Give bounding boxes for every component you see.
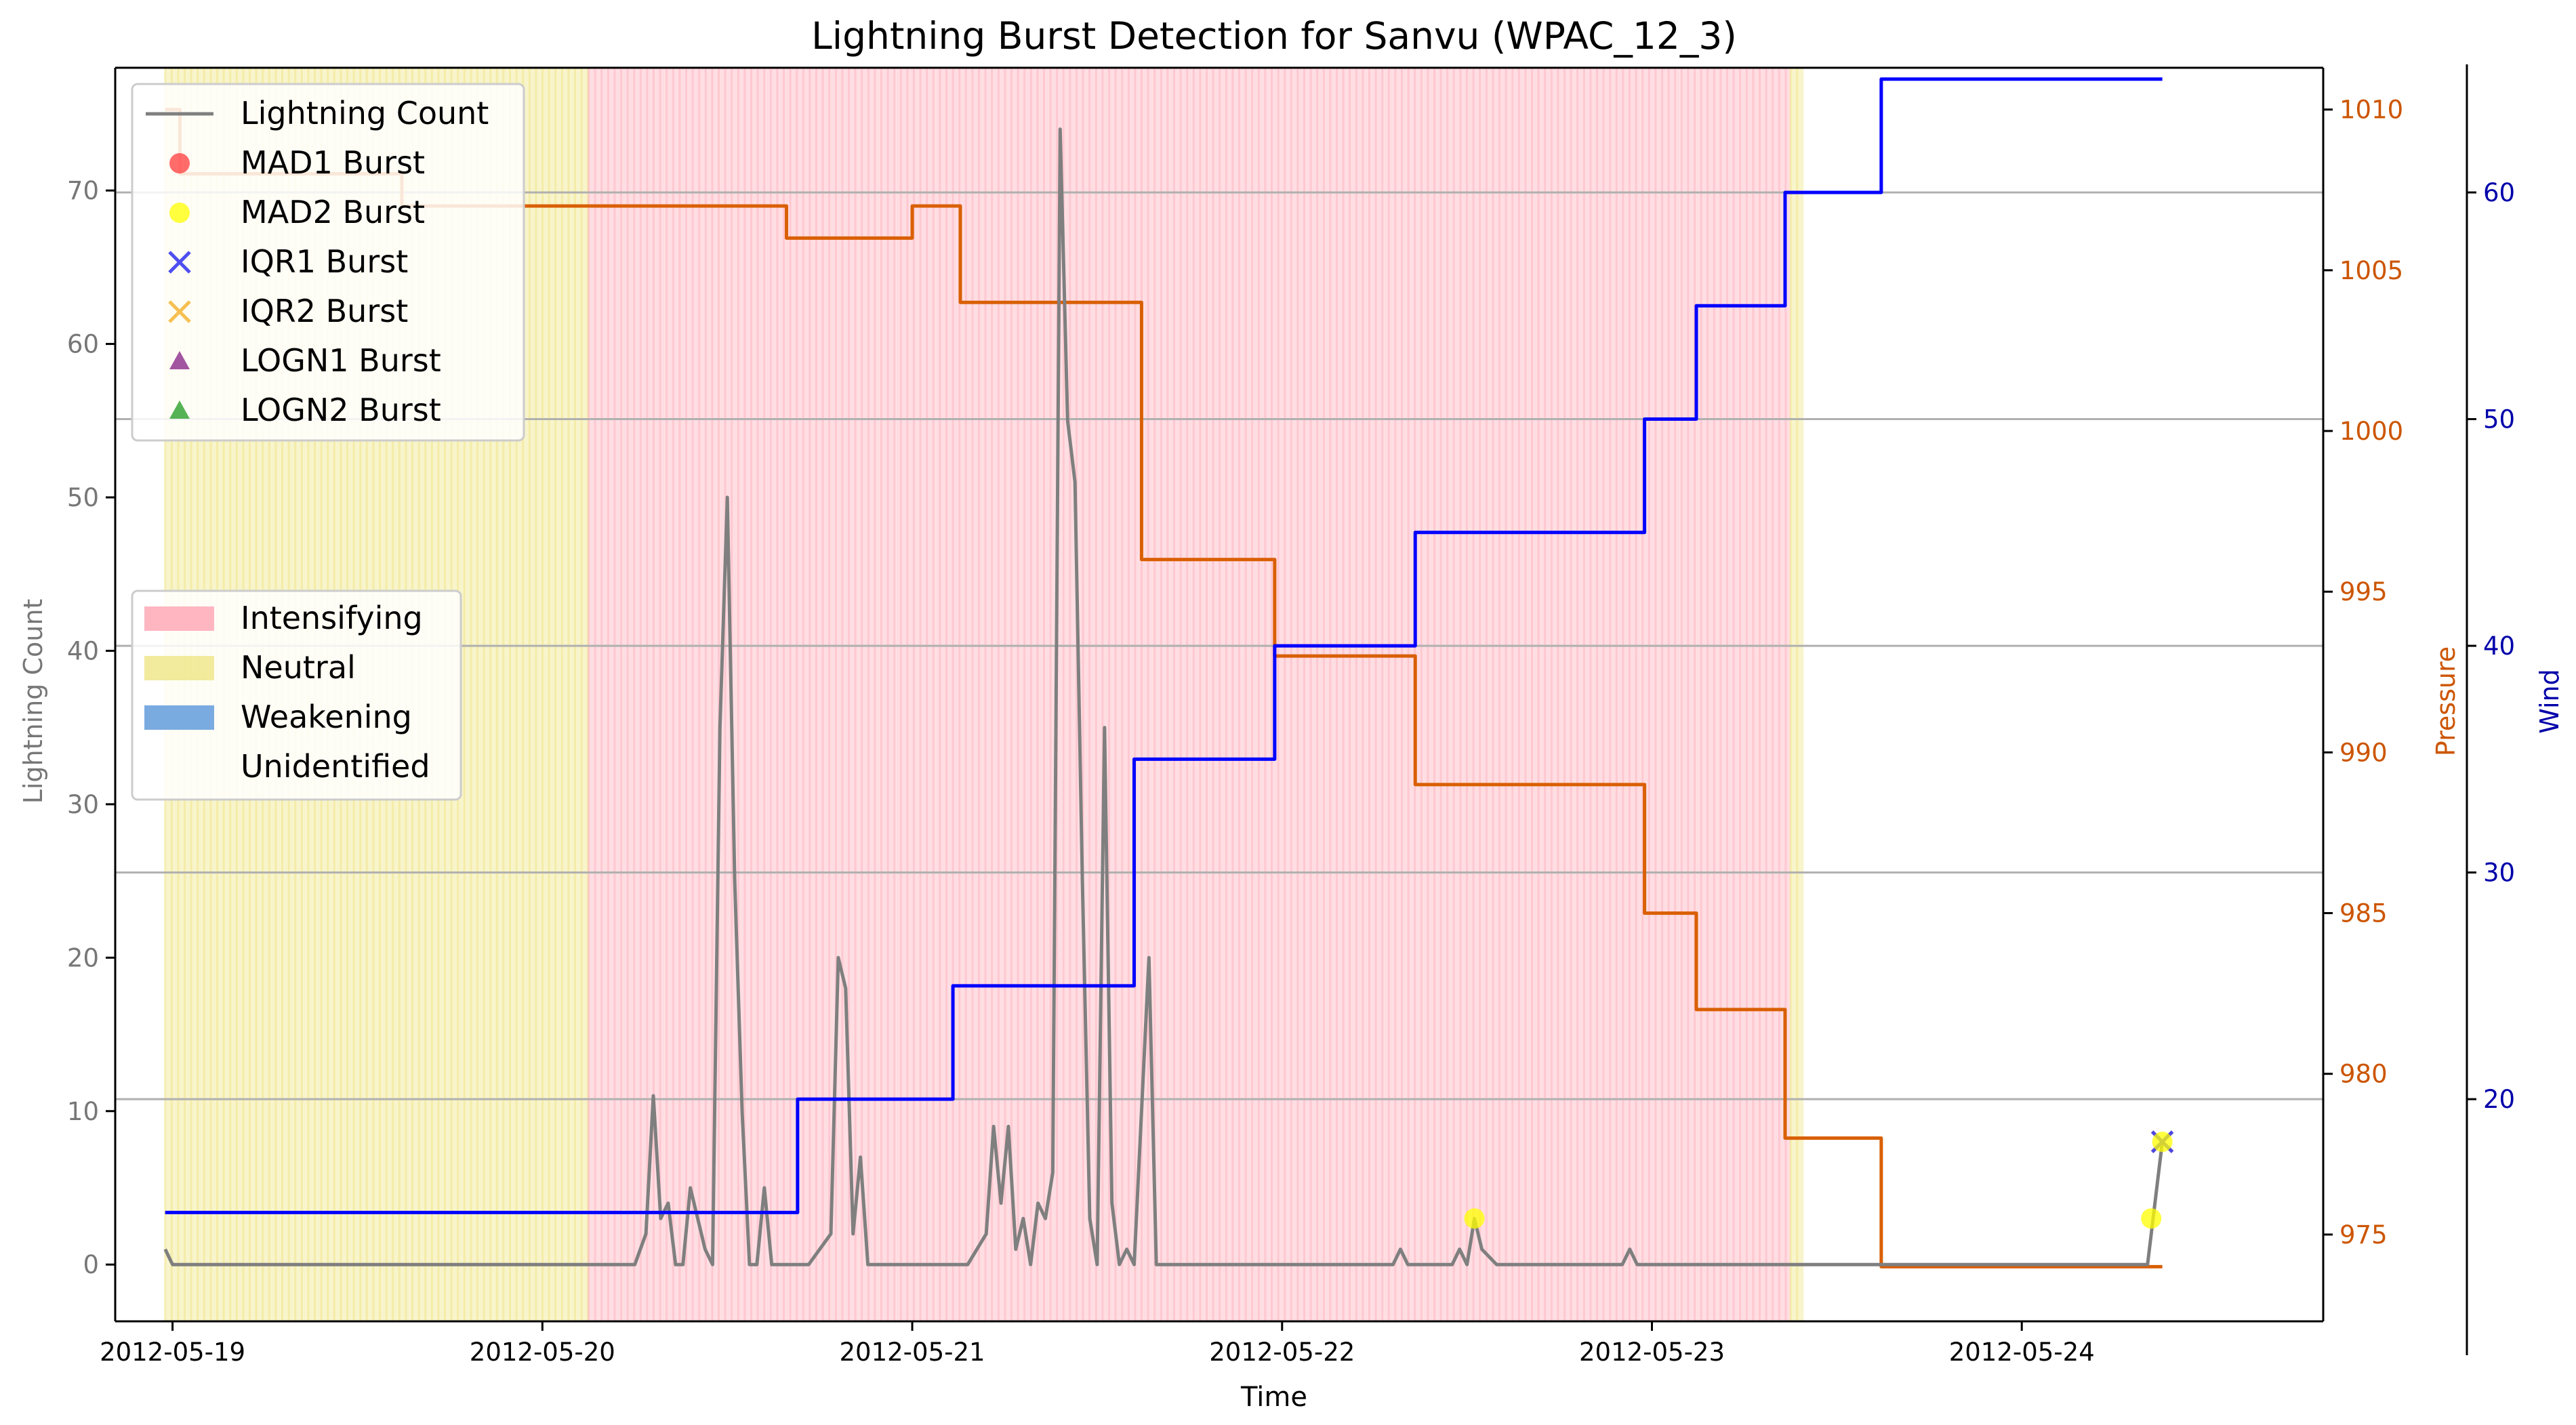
y-wind-tick-label: 30 — [2483, 859, 2515, 888]
legend-mad1-swatch — [169, 153, 190, 173]
y-wind-tick-label: 20 — [2483, 1085, 2515, 1114]
y-left-tick-label: 70 — [67, 176, 99, 205]
y-axis-label-pressure: Pressure — [2431, 646, 2461, 756]
x-tick-label: 2012-05-21 — [840, 1338, 985, 1367]
y-left-tick-label: 30 — [67, 790, 99, 819]
y-left-tick-label: 50 — [67, 483, 99, 512]
legend-item-weakening: Weakening — [144, 699, 412, 735]
legend-label: LOGN2 Burst — [241, 392, 441, 428]
legend-item-neutral: Neutral — [144, 649, 356, 686]
legend-label: LOGN1 Burst — [241, 342, 441, 379]
legend-markers-box — [131, 83, 525, 442]
labels: Lightning Burst Detection for Sanvu (WPA… — [18, 14, 2564, 1413]
legend-markers: Lightning Count MAD1 Burst MAD2 Burst IQR1 … — [131, 83, 525, 442]
legends: Lightning Count MAD1 Burst MAD2 Burst IQR1 … — [131, 83, 525, 801]
y-pressure-tick-label: 975 — [2339, 1220, 2388, 1250]
x-tick-label: 2012-05-20 — [470, 1338, 615, 1367]
y-left-tick-label: 20 — [67, 943, 99, 972]
legend-logn2-swatch — [169, 400, 190, 419]
y-left-tick-label: 40 — [67, 636, 99, 665]
legend-label: IQR1 Burst — [241, 243, 408, 280]
legend-item-iqr1: IQR1 Burst — [168, 243, 408, 280]
mad2-burst-marker — [2141, 1208, 2162, 1229]
wind-line — [165, 77, 2163, 1214]
legend-item-intensifying: Intensifying — [144, 600, 423, 636]
legend-phase-swatch — [144, 705, 214, 730]
lightning-count-line — [163, 127, 2165, 1266]
legend-item-iqr2: IQR2 Burst — [168, 293, 408, 329]
legend-iqr1-swatch — [168, 251, 191, 274]
y-wind-tick-label: 60 — [2483, 178, 2515, 207]
legend-label: Unidentified — [241, 748, 430, 785]
y-left-tick-label: 0 — [83, 1250, 99, 1279]
y-wind-tick-label: 40 — [2483, 632, 2515, 661]
chart-title: Lightning Burst Detection for Sanvu (WPA… — [811, 14, 1737, 58]
legend-phase-swatch — [144, 656, 214, 680]
x-tick-label: 2012-05-22 — [1209, 1338, 1355, 1367]
legend-item-unidentified: Unidentified — [241, 748, 430, 785]
legend-item-logn2: LOGN2 Burst — [169, 392, 441, 428]
y-axis-label-wind: Wind — [2535, 669, 2564, 734]
burst-markers — [1464, 1130, 2174, 1229]
legend-item-mad1: MAD1 Burst — [169, 144, 425, 181]
legend-item-mad2: MAD2 Burst — [169, 194, 425, 230]
y-wind-tick-label: 50 — [2483, 405, 2515, 434]
legend-item-logn1: LOGN1 Burst — [169, 342, 441, 379]
axes: 2012-05-19 2012-05-20 2012-05-21 2012-05-22… — [67, 64, 2515, 1367]
y-pressure-tick-label: 1000 — [2339, 417, 2403, 446]
y-pressure-tick-label: 995 — [2339, 577, 2388, 606]
legend-label: IQR2 Burst — [241, 293, 408, 329]
legend-label: Lightning Count — [241, 95, 489, 131]
legend-item-lightning: Lightning Count — [146, 95, 489, 131]
legend-logn1-swatch — [169, 351, 190, 369]
y-pressure-tick-label: 1005 — [2339, 256, 2403, 285]
legend-mad2-swatch — [169, 203, 190, 223]
mad2-burst-marker — [1464, 1208, 1485, 1229]
x-axis-label: Time — [1240, 1382, 1307, 1413]
x-tick-label: 2012-05-23 — [1579, 1338, 1725, 1367]
phase-band-hatch — [1789, 68, 1799, 1321]
legend-phase-swatch — [144, 606, 214, 631]
y-left-tick-label: 10 — [67, 1097, 99, 1126]
legend-label: MAD2 Burst — [241, 194, 425, 230]
legend-phases-box — [131, 590, 462, 801]
legend-label: Weakening — [241, 699, 412, 735]
phase-band-hatch — [588, 68, 1787, 1321]
x-tick-label: 2012-05-19 — [100, 1338, 245, 1367]
y-left-tick-label: 60 — [67, 330, 99, 359]
legend-label: Intensifying — [241, 600, 423, 636]
legend-label: Neutral — [241, 649, 356, 686]
mad2-burst-marker — [2152, 1132, 2173, 1153]
legend-phases: Intensifying Neutral Weakening Unidentified — [131, 590, 462, 801]
legend-label: MAD1 Burst — [241, 144, 425, 181]
y-axis-label-lightning: Lightning Count — [18, 599, 48, 804]
phase-band-neutral — [1789, 68, 1804, 1321]
x-tick-label: 2012-05-24 — [1949, 1338, 2095, 1367]
y-pressure-tick-label: 985 — [2339, 899, 2388, 928]
phase-band-intensifying — [588, 68, 1791, 1321]
y-pressure-tick-label: 980 — [2339, 1060, 2388, 1089]
y-pressure-tick-label: 1010 — [2339, 96, 2403, 125]
y-pressure-tick-label: 990 — [2339, 738, 2388, 767]
legend-iqr2-swatch — [168, 300, 191, 323]
